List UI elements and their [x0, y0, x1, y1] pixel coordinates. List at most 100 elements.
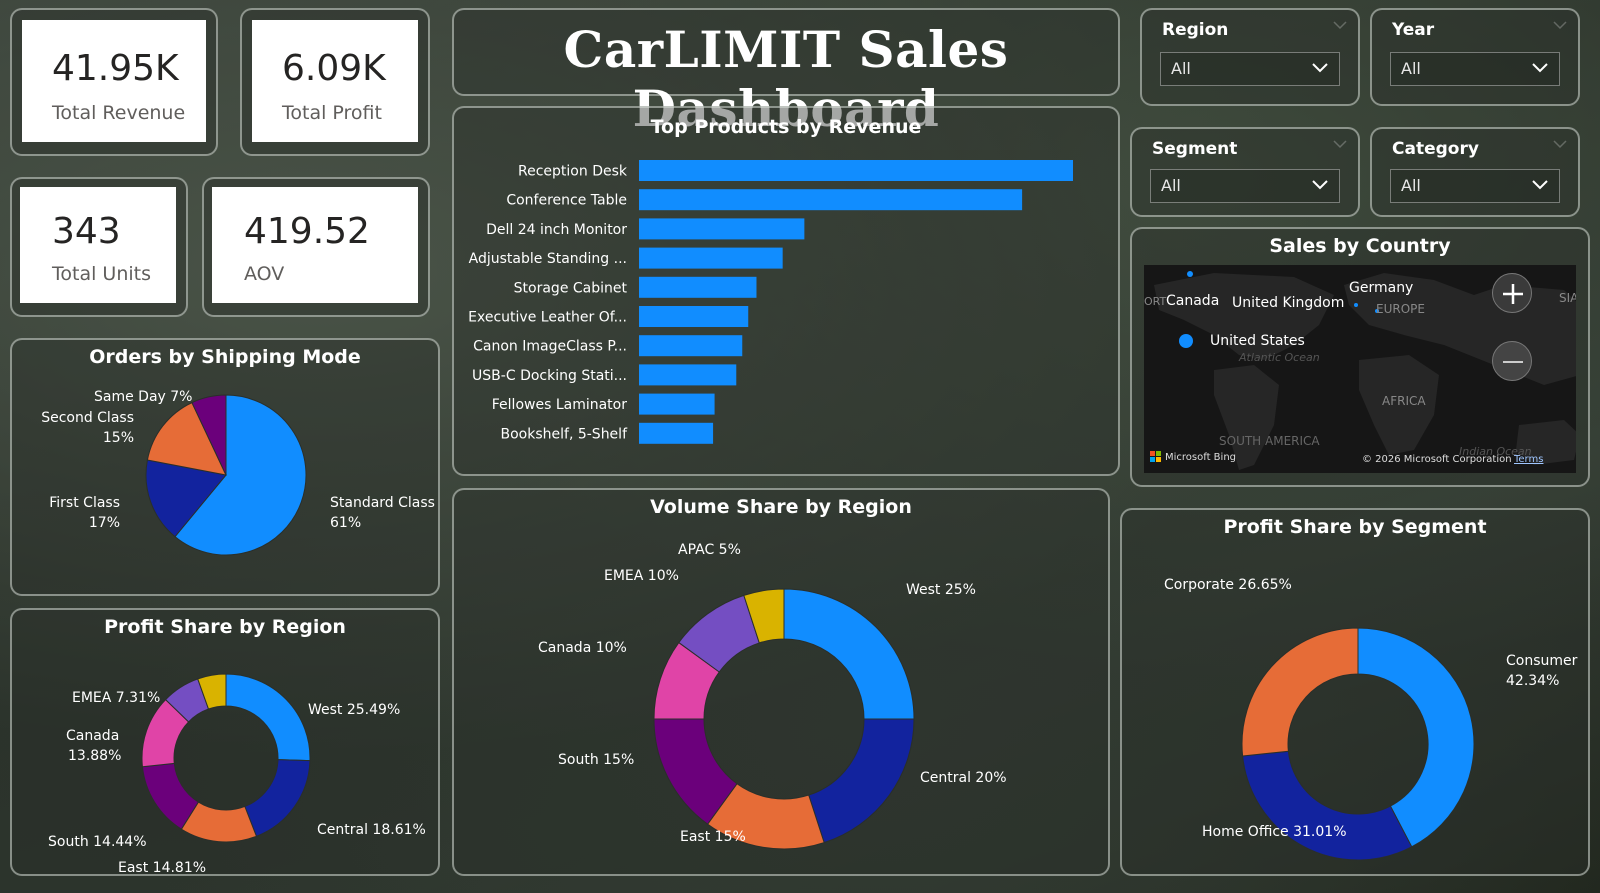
- bar[interactable]: [639, 306, 749, 327]
- slice-label: 17%: [89, 515, 120, 531]
- map-label-germany: Germany: [1349, 280, 1413, 296]
- slice-label: East 15%: [680, 829, 746, 845]
- north-america-shape: [1154, 273, 1334, 360]
- map-label-asia: SIA: [1559, 291, 1576, 305]
- map-label-africa: AFRICA: [1382, 394, 1426, 408]
- bing-logo-icon: [1150, 451, 1155, 456]
- kpi-units-value: 343: [52, 211, 121, 252]
- united-states-dot: [1179, 334, 1193, 348]
- slice[interactable]: [1357, 627, 1475, 848]
- kpi-revenue-value: 41.95K: [52, 48, 179, 89]
- slice-label: Corporate 26.65%: [1164, 577, 1292, 593]
- zoom-in-button[interactable]: [1492, 273, 1532, 313]
- slice-label: Same Day 7%: [94, 389, 192, 405]
- australia-shape: [1516, 420, 1576, 465]
- bar[interactable]: [639, 189, 1023, 211]
- slicer-category-label: Category: [1392, 139, 1479, 159]
- bar[interactable]: [639, 218, 805, 240]
- top-products-panel: Top Products by Revenue Reception Desk Co…: [452, 106, 1120, 476]
- dashboard-title-panel: CarLIMIT Sales Dashboard: [452, 8, 1120, 138]
- chevron-down-icon[interactable]: [1309, 57, 1331, 79]
- kpi-profit-label: Total Profit: [282, 102, 382, 124]
- slicer-category-dropdown[interactable]: All: [1390, 169, 1560, 203]
- slice-label: APAC 5%: [678, 542, 741, 558]
- germany-dot: [1375, 309, 1379, 313]
- bar[interactable]: [639, 335, 743, 357]
- slice-label: East 14.81%: [118, 860, 206, 874]
- slice[interactable]: [225, 673, 311, 762]
- slicer-segment-header-chevron-icon: [1333, 140, 1347, 149]
- zoom-out-button[interactable]: [1492, 341, 1532, 381]
- bar-label: Fellowes Laminator: [492, 397, 627, 413]
- plus-icon: [1503, 284, 1523, 304]
- uk-dot: [1354, 303, 1358, 307]
- slicer-year-label: Year: [1392, 20, 1435, 40]
- map-terms-link[interactable]: Terms: [1513, 454, 1543, 465]
- chevron-down-icon[interactable]: [1529, 174, 1551, 196]
- map-copyright: © 2026 Microsoft Corporation: [1362, 454, 1512, 465]
- bar[interactable]: [639, 160, 1073, 181]
- slice[interactable]: [808, 718, 915, 844]
- slice[interactable]: [146, 401, 227, 476]
- bar[interactable]: [639, 393, 715, 415]
- shipping-mode-chart: Standard Class 61% First Class 17% Second Cl…: [41, 389, 435, 556]
- kpi-profit-value: 6.09K: [282, 48, 386, 89]
- map-label-indian: Indian Ocean: [1459, 445, 1532, 458]
- bar[interactable]: [639, 422, 714, 444]
- profit-region-chart: West 25.49% Central 18.61% East 14.81% Sout…: [48, 673, 426, 874]
- volume-region-panel: Volume Share by Region West 25% Central 2…: [452, 488, 1110, 876]
- slice[interactable]: [191, 394, 227, 476]
- profit-segment-title: Profit Share by Segment: [1223, 516, 1487, 538]
- kpi-card-profit: 6.09K Total Profit: [240, 8, 430, 156]
- bar[interactable]: [639, 247, 783, 269]
- slice[interactable]: [1242, 750, 1413, 861]
- slicer-segment-value: All: [1161, 176, 1181, 195]
- slicer-category[interactable]: Category All: [1370, 127, 1580, 217]
- slice[interactable]: [197, 673, 227, 710]
- minus-icon: [1503, 361, 1523, 363]
- slicer-year-dropdown[interactable]: All: [1390, 52, 1560, 86]
- slicer-year[interactable]: Year All: [1370, 8, 1580, 106]
- slicer-region-header-chevron-icon: [1333, 21, 1347, 30]
- bar-label: Canon ImageClass P...: [473, 339, 627, 355]
- shipping-mode-title: Orders by Shipping Mode: [89, 346, 361, 368]
- south-america-shape: [1214, 365, 1279, 470]
- shipping-mode-panel: Orders by Shipping Mode Standard Class 61…: [10, 338, 440, 596]
- map-label-us: United States: [1210, 333, 1305, 349]
- slice-label: Second Class: [41, 410, 134, 426]
- bar-label: Bookshelf, 5-Shelf: [501, 426, 629, 442]
- slice[interactable]: [174, 394, 307, 556]
- map-label-atlantic: Atlantic Ocean: [1238, 351, 1320, 364]
- chevron-down-icon[interactable]: [1529, 57, 1551, 79]
- kpi-card-units: 343 Total Units: [10, 177, 188, 317]
- chevron-down-icon[interactable]: [1309, 174, 1331, 196]
- country-map[interactable]: ORT Canada United Kingdom Germany EUROPE…: [1144, 265, 1576, 473]
- profit-region-title: Profit Share by Region: [104, 616, 346, 638]
- slicer-segment[interactable]: Segment All: [1130, 127, 1360, 217]
- slicer-region-dropdown[interactable]: All: [1160, 52, 1340, 86]
- slice[interactable]: [743, 588, 785, 644]
- kpi-card-revenue-inner: 41.95K Total Revenue: [22, 20, 206, 142]
- slice-label: 13.88%: [68, 748, 121, 764]
- slice[interactable]: [145, 459, 227, 538]
- slice[interactable]: [1241, 627, 1359, 757]
- slice[interactable]: [783, 588, 915, 720]
- slicer-region[interactable]: Region All: [1140, 8, 1360, 106]
- kpi-revenue-label: Total Revenue: [52, 102, 186, 124]
- slice-label: South 15%: [558, 752, 634, 768]
- slice-label: Central 20%: [920, 770, 1007, 786]
- bar-label: Executive Leather Of...: [468, 310, 627, 326]
- slicer-segment-dropdown[interactable]: All: [1150, 169, 1340, 203]
- slice-label: 15%: [103, 430, 134, 446]
- slicer-year-header-chevron-icon: [1553, 21, 1567, 30]
- slice[interactable]: [244, 759, 311, 837]
- kpi-card-units-inner: 343 Total Units: [20, 187, 176, 303]
- bar-label: Storage Cabinet: [514, 280, 628, 296]
- kpi-card-revenue: 41.95K Total Revenue: [10, 8, 218, 156]
- map-label-south-america: SOUTH AMERICA: [1219, 434, 1320, 448]
- bar[interactable]: [639, 364, 737, 386]
- bar-label: Adjustable Standing ...: [469, 251, 627, 267]
- africa-shape: [1359, 355, 1439, 455]
- bar-label: Dell 24 inch Monitor: [486, 222, 627, 238]
- bar[interactable]: [639, 276, 757, 298]
